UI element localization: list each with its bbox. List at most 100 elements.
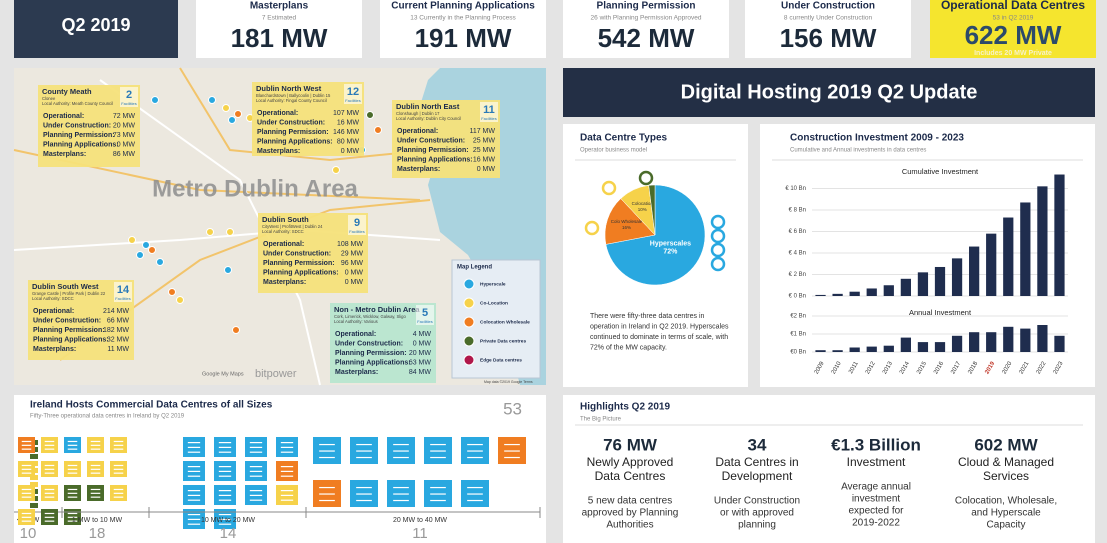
region-count: 14 <box>117 284 130 296</box>
region-row-label: Operational: <box>43 113 84 120</box>
region-row-value: 84 MW <box>409 369 432 376</box>
types-text: operation in Ireland in Q2 2019. Hypersc… <box>590 323 729 330</box>
highlight-text: Colocation, Wholesale, <box>955 496 1057 507</box>
region-row-label: Operational: <box>257 110 298 117</box>
map-pin <box>374 126 382 134</box>
y-tick-label: € 2 Bn <box>789 272 806 278</box>
kpi-card <box>930 0 1096 58</box>
pie-value-label: 16% <box>622 225 631 230</box>
region-row-value: 117 MW <box>469 128 495 135</box>
region-row-label: Operational: <box>33 308 74 315</box>
highlight-value: 76 MW <box>603 435 658 454</box>
highlight-title: Cloud & Managed <box>958 455 1054 469</box>
legend-pin <box>463 316 475 328</box>
map-pin <box>176 296 184 304</box>
region-row-label: Planning Permission: <box>257 129 329 136</box>
region-row-label: Masterplans: <box>257 148 300 155</box>
kpi-value: 191 MW <box>415 23 512 53</box>
highlight-value: 34 <box>748 435 767 454</box>
map-pin <box>366 111 374 119</box>
legend-pin <box>463 297 475 309</box>
region-count: 12 <box>347 86 359 98</box>
region-subtitle: Local Authority: Various <box>334 319 378 324</box>
region-subtitle: Local Authority: Dublin City Council <box>396 116 461 121</box>
region-row-label: Under Construction: <box>397 137 465 144</box>
pie-icon <box>601 180 617 196</box>
region-title: Dublin North East <box>396 102 460 111</box>
highlight-text: expected for <box>848 506 904 517</box>
region-row-value: 0 MW <box>345 279 364 286</box>
kpi-card <box>380 0 546 58</box>
bar <box>1037 325 1048 352</box>
region-row-value: 107 MW <box>333 110 359 117</box>
highlight-text: planning <box>738 520 776 531</box>
map-pin <box>206 228 214 236</box>
bar <box>934 342 946 352</box>
group-label: 10 MW to 20 MW <box>201 517 255 524</box>
bar <box>900 337 911 352</box>
kpi-title: Planning Permission <box>597 1 696 12</box>
bar <box>900 278 911 296</box>
region-subtitle: Local Authority: Fingal County Council <box>256 98 327 103</box>
map-legend-title: Map Legend <box>457 265 492 271</box>
highlight-text: investment <box>852 494 901 505</box>
legend-pin <box>463 354 475 366</box>
region-title: Dublin South <box>262 215 309 224</box>
region-row-label: Operational: <box>397 128 438 135</box>
highlights-subtitle: The Big Picture <box>580 417 622 423</box>
bar <box>951 335 963 352</box>
region-row-label: Planning Permission: <box>33 327 105 334</box>
pie-icon <box>710 256 726 272</box>
map-pin <box>136 251 144 259</box>
region-count-label: Facilities <box>115 296 131 301</box>
region-row-value: 86 MW <box>113 151 136 158</box>
region-row-label: Operational: <box>335 331 376 338</box>
region-row-value: 182 MW <box>103 327 129 334</box>
types-title: Data Centre Types <box>580 133 668 144</box>
banner <box>563 68 1095 117</box>
pie-label: Hyperscales <box>650 241 691 248</box>
bar <box>986 332 997 352</box>
bar <box>832 350 843 352</box>
region-row-value: 16 MW <box>473 156 496 163</box>
highlight-value: €1.3 Billion <box>831 435 921 454</box>
bar <box>815 294 826 296</box>
bar <box>1003 217 1014 296</box>
types-text: 72% of the MW capacity. <box>590 344 667 351</box>
kpi-title: Under Construction <box>781 1 875 12</box>
region-row-label: Masterplans: <box>335 369 378 376</box>
region-row-value: 25 MW <box>473 147 496 154</box>
region-count-box <box>344 84 362 104</box>
bar <box>866 288 877 296</box>
x-tick-label: 2011 <box>848 360 860 375</box>
region-title: County Meath <box>42 87 92 96</box>
types-text: There were fifty-three data centres in <box>590 313 704 320</box>
bar <box>815 350 826 352</box>
pie-label: Colo Wholesale <box>611 219 643 224</box>
y-tick-label: €2 Bn <box>790 314 806 320</box>
y-tick-label: € 8 Bn <box>789 208 806 214</box>
region-row-value: 0 MW <box>345 269 364 276</box>
highlight-title: Data Centres <box>595 469 666 483</box>
region-row-label: Planning Permission: <box>43 132 115 139</box>
region-row-label: Under Construction: <box>43 122 111 129</box>
region-row-label: Planning Applications: <box>335 359 411 366</box>
sizes-subtitle: Fifty-Three operational data centres in … <box>30 414 185 420</box>
region-row-value: 0 MW <box>341 148 360 155</box>
bar <box>1020 202 1031 296</box>
highlight-text: 2019-2022 <box>852 518 900 529</box>
kpi-subtitle: 26 with Planning Permission Approved <box>591 15 702 22</box>
region-row-label: Operational: <box>263 241 304 248</box>
region-title: Dublin North West <box>256 84 322 93</box>
region-row-label: Under Construction: <box>257 119 325 126</box>
bar <box>917 272 929 296</box>
kpi-title: Operational Data Centres <box>941 0 1085 12</box>
region-subtitle: Blanchardstown | Ballycoolin | Dublin 15 <box>256 93 331 98</box>
panel-title: Annual Investment <box>909 308 972 317</box>
bar <box>951 258 963 296</box>
highlight-title: Newly Approved <box>587 455 674 469</box>
y-tick-label: €1 Bn <box>790 332 806 338</box>
region-subtitle: Clonee <box>42 96 56 101</box>
map-pin <box>222 104 230 112</box>
pie-value-label: 72% <box>663 249 678 256</box>
